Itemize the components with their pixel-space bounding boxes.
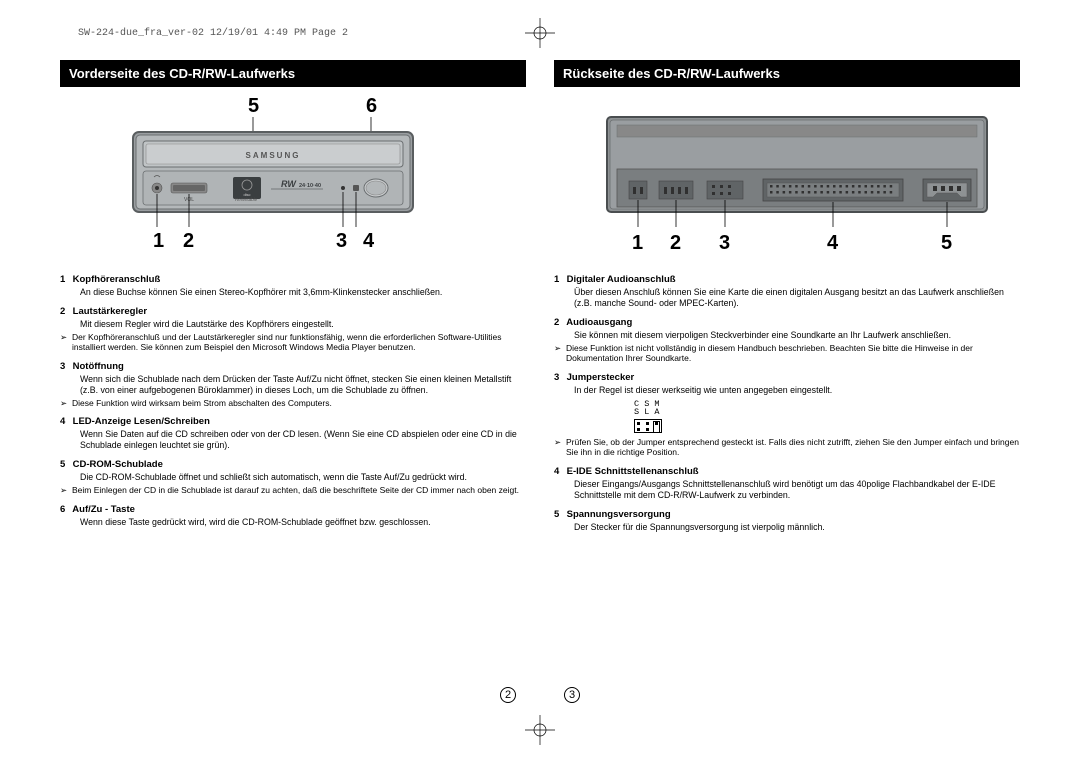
front-items-list: 1 KopfhöreranschlußAn diese Buchse könne…: [60, 274, 526, 528]
svg-text:4: 4: [827, 232, 839, 254]
svg-text:RW: RW: [281, 179, 297, 189]
callout-6: 6: [366, 97, 377, 117]
item-head: 6 Auf/Zu - Taste: [60, 504, 526, 516]
item-body: Der Stecker für die Spannungsversorgung …: [554, 522, 1020, 533]
page-spread: Vorderseite des CD-R/RW-Laufwerks 5 6 SA…: [60, 60, 1020, 703]
item-body: Über diesen Anschluß können Sie eine Kar…: [554, 287, 1020, 309]
item-4: 4 E-IDE SchnittstellenanschlußDieser Ein…: [554, 466, 1020, 501]
page-right: Rückseite des CD-R/RW-Laufwerks: [554, 60, 1020, 703]
item-1: 1 Digitaler AudioanschlußÜber diesen Ans…: [554, 274, 1020, 309]
item-5: 5 SpannungsversorgungDer Stecker für die…: [554, 509, 1020, 533]
svg-text:3: 3: [719, 232, 730, 254]
item-body: Dieser Eingangs/Ausgangs Schnittstellena…: [554, 479, 1020, 501]
item-3: 3 JumpersteckerIn der Regel ist dieser w…: [554, 372, 1020, 458]
svg-text:5: 5: [941, 232, 952, 254]
svg-text:3: 3: [336, 230, 347, 252]
item-note: ➢Diese Funktion ist nicht vollständig in…: [554, 343, 1020, 364]
item-note: ➢Der Kopfhöreranschluß und der Lautstärk…: [60, 332, 526, 353]
svg-text:2: 2: [183, 230, 194, 252]
item-5: 5 CD-ROM-SchubladeDie CD-ROM-Schublade ö…: [60, 459, 526, 495]
svg-text:24·10·40: 24·10·40: [299, 183, 321, 189]
item-body: Wenn sich die Schublade nach dem Drücken…: [60, 374, 526, 396]
page-number-left: 2: [500, 687, 516, 703]
item-2: 2 LautstärkereglerMit diesem Regler wird…: [60, 306, 526, 353]
item-head: 5 CD-ROM-Schublade: [60, 459, 526, 471]
item-6: 6 Auf/Zu - TasteWenn diese Taste gedrück…: [60, 504, 526, 528]
item-note: ➢Beim Einlegen der CD in die Schublade i…: [60, 485, 526, 496]
item-head: 4 LED-Anzeige Lesen/Schreiben: [60, 416, 526, 428]
item-note: ➢Diese Funktion wird wirksam beim Strom …: [60, 398, 526, 409]
item-4: 4 LED-Anzeige Lesen/SchreibenWenn Sie Da…: [60, 416, 526, 451]
item-1: 1 KopfhöreranschlußAn diese Buchse könne…: [60, 274, 526, 298]
item-head: 2 Lautstärkeregler: [60, 306, 526, 318]
page-number-right: 3: [564, 687, 580, 703]
svg-text:1: 1: [632, 232, 643, 254]
item-head: 1 Kopfhöreranschluß: [60, 274, 526, 286]
item-body: Wenn diese Taste gedrückt wird, wird die…: [60, 517, 526, 528]
item-3: 3 NotöffnungWenn sich die Schublade nach…: [60, 361, 526, 408]
item-body: Wenn Sie Daten auf die CD schreiben oder…: [60, 429, 526, 451]
rear-diagram: 1 2 3 4 5: [554, 97, 1020, 262]
item-body: In der Regel ist dieser werkseitig wie u…: [554, 385, 1020, 396]
item-head: 1 Digitaler Audioanschluß: [554, 274, 1020, 286]
item-body: Die CD-ROM-Schublade öffnet und schließt…: [60, 472, 526, 483]
front-diagram: 5 6 SAMSUNG: [60, 97, 526, 262]
crop-mark-top: [525, 18, 555, 48]
section-title-front: Vorderseite des CD-R/RW-Laufwerks: [60, 60, 526, 87]
svg-text:1: 1: [153, 230, 164, 252]
svg-text:4: 4: [363, 230, 375, 252]
item-head: 4 E-IDE Schnittstellenanschluß: [554, 466, 1020, 478]
section-title-back: Rückseite des CD-R/RW-Laufwerks: [554, 60, 1020, 87]
item-body: An diese Buchse können Sie einen Stereo-…: [60, 287, 526, 298]
item-head: 2 Audioausgang: [554, 317, 1020, 329]
jumper-diagram: C S MS L A: [634, 400, 1020, 433]
rear-items-list: 1 Digitaler AudioanschlußÜber diesen Ans…: [554, 274, 1020, 533]
item-body: Mit diesem Regler wird die Lautstärke de…: [60, 319, 526, 330]
callout-5: 5: [248, 97, 259, 117]
item-body: Sie können mit diesem vierpoligen Steckv…: [554, 330, 1020, 341]
crop-mark-bottom: [525, 715, 555, 745]
item-head: 3 Jumperstecker: [554, 372, 1020, 384]
item-head: 5 Spannungsversorgung: [554, 509, 1020, 521]
item-note: ➢Prüfen Sie, ob der Jumper entsprechend …: [554, 437, 1020, 458]
item-2: 2 AudioausgangSie können mit diesem vier…: [554, 317, 1020, 364]
svg-text:SAMSUNG: SAMSUNG: [246, 151, 301, 160]
item-head: 3 Notöffnung: [60, 361, 526, 373]
svg-text:ReWritable: ReWritable: [235, 197, 258, 202]
print-header: SW-224-due_fra_ver-02 12/19/01 4:49 PM P…: [78, 28, 348, 39]
svg-text:2: 2: [670, 232, 681, 254]
page-left: Vorderseite des CD-R/RW-Laufwerks 5 6 SA…: [60, 60, 526, 703]
